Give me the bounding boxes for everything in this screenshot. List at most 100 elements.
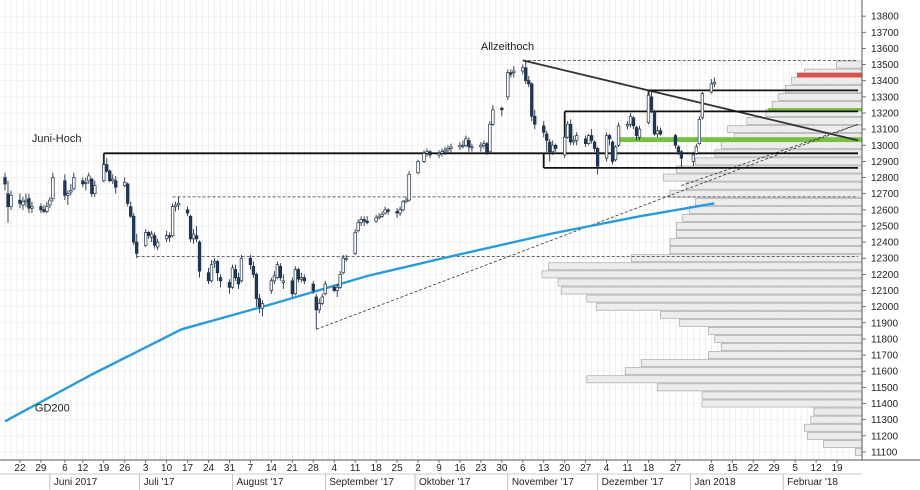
candle (344, 255, 348, 262)
y-tick-label: 12500 (871, 221, 899, 232)
candle-body (69, 190, 73, 193)
candle-body (48, 199, 52, 206)
candle-body (9, 194, 13, 207)
candle-body (194, 235, 199, 240)
candle (386, 208, 390, 215)
volume-profile (541, 60, 863, 456)
candle (616, 122, 621, 147)
candle (84, 177, 88, 191)
candle (45, 201, 49, 214)
candle (586, 133, 591, 146)
candle (583, 135, 588, 147)
candle (509, 69, 513, 78)
candle (281, 274, 285, 289)
candle-body (572, 140, 576, 143)
candle (275, 261, 280, 280)
candle-body (440, 151, 444, 154)
candle (335, 284, 339, 297)
candle (443, 146, 447, 155)
candle-body (625, 123, 630, 127)
candle-body (299, 277, 303, 280)
plot-background (0, 0, 862, 460)
candle-body (542, 125, 546, 133)
candle (506, 69, 510, 101)
candle (458, 142, 462, 151)
x-tick-label: 14 (266, 463, 278, 474)
candle (631, 116, 636, 130)
candle-body (111, 178, 115, 182)
volume-profile-bar (586, 375, 863, 384)
candle (66, 190, 70, 205)
volume-profile-bar (640, 359, 863, 367)
candle (332, 285, 336, 293)
candle (422, 150, 426, 164)
candle-body (700, 93, 705, 119)
candle (209, 259, 214, 283)
candle (395, 208, 399, 218)
y-tick-label: 12700 (871, 189, 899, 200)
candle (164, 230, 169, 243)
candle (278, 263, 283, 281)
candle-body (251, 265, 256, 275)
candle-body (479, 144, 483, 148)
candle-body (464, 138, 468, 146)
chart-annotation: Allzeithoch (481, 41, 534, 53)
candle-body (227, 282, 232, 288)
y-tick-label: 11900 (871, 318, 899, 329)
candle (548, 138, 552, 162)
candle-body (269, 280, 274, 291)
y-tick-label: 11200 (871, 431, 899, 442)
candle (551, 140, 555, 155)
month-label: Juli '17 (144, 477, 175, 488)
month-label: Jan 2018 (694, 477, 736, 488)
candle-body (290, 280, 294, 295)
candle-body (482, 143, 486, 146)
y-tick-label: 13600 (871, 44, 899, 55)
candle (63, 174, 67, 201)
trend-line (522, 59, 859, 142)
candle-body (377, 215, 381, 219)
candle-body (3, 177, 7, 185)
candle (440, 148, 444, 157)
candle-body (18, 199, 22, 204)
candle (673, 133, 678, 149)
candle (320, 293, 324, 306)
candle-body (554, 144, 558, 149)
candle-body (66, 193, 70, 196)
x-tick-label: 27 (670, 463, 682, 474)
x-axis-background (0, 460, 920, 490)
volume-profile-bar (855, 448, 863, 456)
candle (155, 238, 160, 251)
candle-body (607, 135, 612, 140)
candle-body (167, 235, 172, 238)
volume-profile-bar (804, 423, 863, 432)
trend-lines (4, 59, 859, 423)
x-tick-label: 28 (308, 463, 320, 474)
candle-body (197, 241, 202, 272)
grid-layer (0, 0, 862, 460)
candle-body (569, 123, 573, 143)
candle (398, 206, 402, 217)
dashed-support-line (681, 123, 859, 186)
candle (185, 206, 190, 217)
candle-body (152, 235, 157, 246)
candle-body (380, 214, 384, 217)
candle (317, 298, 321, 314)
y-tick-label: 13500 (871, 60, 899, 71)
volume-profile-bar (676, 222, 863, 230)
x-tick-label: 3 (143, 463, 149, 474)
candle-body (188, 215, 193, 240)
candle (251, 261, 256, 278)
x-tick-label: 30 (496, 463, 508, 474)
candle-body (6, 193, 10, 207)
candle (652, 109, 657, 136)
candle (302, 274, 306, 285)
volume-profile-bar (548, 262, 863, 271)
candle-body (90, 178, 94, 195)
candle (212, 258, 217, 268)
x-tick-label: 4 (331, 463, 337, 474)
candle-body (344, 257, 348, 260)
y-axis: 11100 11200 11300 11400 11500 11600 11700 11800… (861, 0, 920, 460)
candle (105, 158, 109, 173)
candle-body (155, 241, 160, 248)
